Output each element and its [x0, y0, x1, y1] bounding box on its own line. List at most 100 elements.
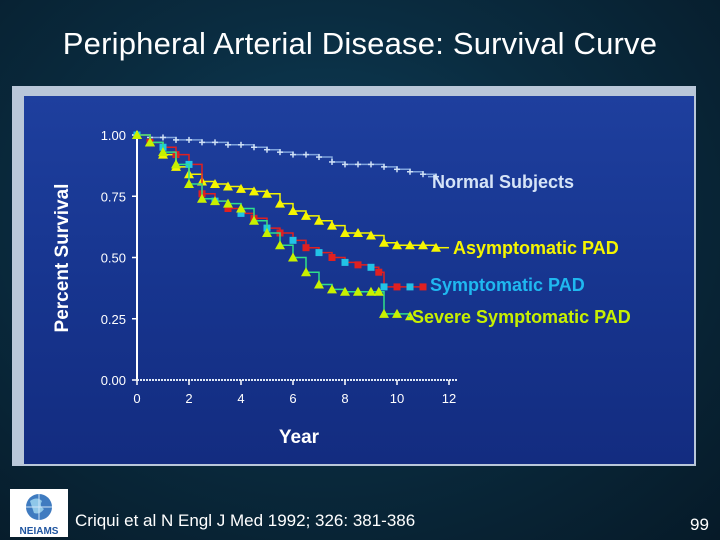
data-point-symptomatic — [406, 283, 414, 291]
y-tick-label: 0.25 — [101, 312, 126, 327]
data-point-severe — [145, 137, 155, 147]
y-tick-label: 0.00 — [101, 373, 126, 388]
data-point-normal — [355, 161, 361, 168]
data-point-severe — [366, 286, 376, 296]
data-point-asymptomatic — [249, 186, 259, 196]
data-point-severe — [262, 228, 272, 237]
data-point-severe — [275, 240, 285, 250]
data-point-normal — [394, 166, 400, 173]
data-point-normal — [407, 168, 413, 175]
data-point-symptomatic — [237, 209, 245, 217]
data-point-asymptomatic — [223, 181, 233, 191]
x-tick-label: 10 — [390, 391, 404, 406]
data-point-severe — [249, 215, 259, 225]
data-point-normal — [368, 161, 374, 168]
data-point-severe — [288, 252, 298, 262]
data-point-severe — [379, 308, 389, 318]
x-tick-label: 2 — [185, 391, 192, 406]
data-point-asymptomatic — [275, 198, 285, 208]
data-point-normal — [277, 149, 283, 156]
x-axis-title: Year — [279, 427, 320, 448]
data-point-normal — [264, 146, 270, 153]
series-layer — [132, 130, 449, 321]
data-point-severe — [158, 147, 168, 157]
page-number: 99 — [690, 515, 709, 534]
data-point-normal — [303, 151, 309, 158]
slide-title: Peripheral Arterial Disease: Survival Cu… — [62, 26, 658, 61]
series-normal — [134, 132, 439, 180]
data-point-severe — [314, 279, 324, 289]
x-tick-label: 4 — [237, 391, 244, 406]
data-point-normal — [238, 141, 244, 148]
data-point-asymptomatic — [418, 240, 428, 250]
data-point-symptomatic — [354, 261, 362, 269]
data-point-severe — [132, 130, 142, 139]
data-point-symptomatic — [367, 263, 375, 271]
neiams-logo: NEIAMS — [10, 489, 68, 537]
data-point-normal — [316, 154, 322, 161]
data-point-asymptomatic — [340, 228, 350, 237]
data-point-symptomatic — [315, 249, 323, 257]
data-point-severe — [301, 267, 311, 277]
data-point-severe — [327, 284, 337, 294]
data-point-symptomatic — [302, 244, 310, 252]
data-point-normal — [342, 161, 348, 168]
data-point-symptomatic — [380, 283, 388, 291]
data-point-asymptomatic — [405, 240, 415, 250]
data-point-normal — [420, 171, 426, 178]
data-point-asymptomatic — [314, 215, 324, 225]
data-point-asymptomatic — [353, 228, 363, 237]
axes: 0.00 0.25 0.50 0.75 1.00 0 2 4 6 8 10 12 — [101, 128, 457, 406]
data-point-asymptomatic — [210, 179, 220, 188]
data-point-symptomatic — [289, 236, 297, 244]
data-point-severe — [223, 198, 233, 208]
data-point-severe — [340, 286, 350, 296]
series-label-normal: Normal Subjects — [432, 172, 574, 192]
survival-chart: 0.00 0.25 0.50 0.75 1.00 0 2 4 6 8 10 12 Year Perce… — [52, 128, 631, 448]
data-point-symptomatic — [341, 258, 349, 266]
series-line-severe — [137, 134, 411, 317]
data-point-normal — [225, 141, 231, 148]
y-axis-title: Percent Survival — [52, 184, 73, 333]
data-point-normal — [199, 139, 205, 146]
y-tick-label: 0.50 — [101, 251, 126, 266]
series-severe — [132, 130, 415, 321]
data-point-severe — [171, 159, 181, 169]
data-point-symptomatic — [224, 205, 232, 212]
y-tick-label: 0.75 — [101, 189, 126, 204]
data-point-symptomatic — [328, 254, 336, 261]
data-point-normal — [381, 163, 387, 170]
citation: Criqui et al N Engl J Med 1992; 326: 381… — [75, 511, 416, 530]
x-tick-label: 8 — [341, 391, 348, 406]
x-tick-label: 6 — [289, 391, 296, 406]
x-tick-label: 0 — [133, 391, 140, 406]
series-label-severe: Severe Symptomatic PAD — [412, 307, 631, 327]
data-point-normal — [160, 134, 166, 141]
logo-text: NEIAMS — [20, 526, 59, 537]
data-point-normal — [173, 136, 179, 143]
data-point-severe — [392, 308, 402, 318]
data-point-asymptomatic — [288, 205, 298, 215]
data-point-severe — [236, 203, 246, 213]
data-point-severe — [184, 179, 194, 188]
data-point-asymptomatic — [301, 210, 311, 220]
series-label-asymptomatic: Asymptomatic PAD — [453, 238, 619, 258]
globe-grid-icon — [26, 494, 52, 520]
data-point-symptomatic — [393, 283, 401, 291]
series-symptomatic — [133, 131, 427, 291]
data-point-asymptomatic — [379, 237, 389, 247]
y-tick-label: 1.00 — [101, 128, 126, 143]
data-point-asymptomatic — [262, 188, 272, 198]
data-point-asymptomatic — [236, 183, 246, 193]
globe-land-icon — [30, 498, 44, 514]
data-point-asymptomatic — [327, 220, 337, 230]
data-point-severe — [210, 196, 220, 206]
series-line-normal — [137, 134, 437, 177]
data-point-severe — [373, 286, 384, 296]
chart-panel: 0.00 0.25 0.50 0.75 1.00 0 2 4 6 8 10 12 Year Perce… — [24, 96, 694, 464]
series-line-symptomatic — [137, 134, 423, 288]
data-point-symptomatic — [375, 268, 383, 276]
x-tick-label: 12 — [442, 391, 456, 406]
data-point-normal — [329, 158, 335, 165]
data-point-severe — [353, 286, 363, 296]
